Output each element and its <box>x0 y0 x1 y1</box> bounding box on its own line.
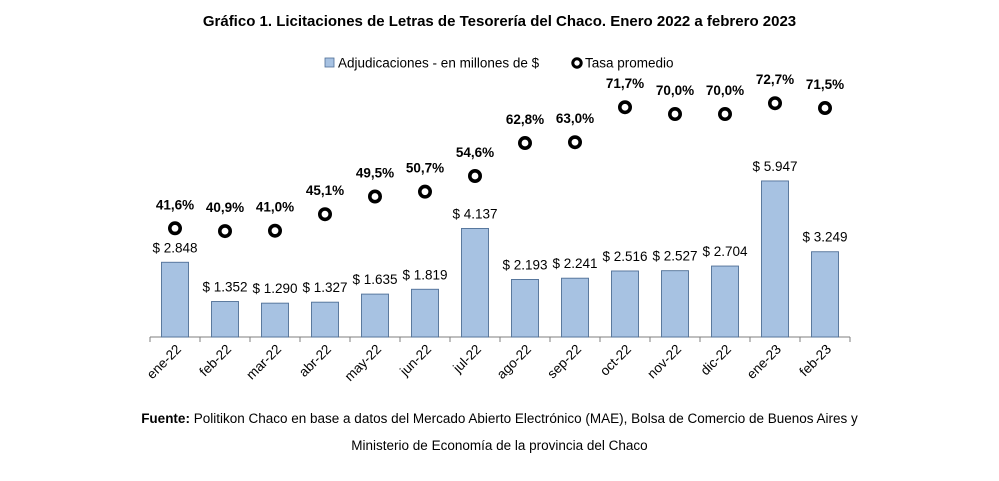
rate-point <box>567 135 582 150</box>
x-tick-label: dic-22 <box>698 342 735 379</box>
bar-value-label: $ 3.249 <box>802 230 847 245</box>
bar <box>711 265 739 338</box>
rate-point <box>667 107 682 122</box>
bar-value-label: $ 1.290 <box>252 281 297 296</box>
bar-value-label: $ 2.704 <box>702 244 748 259</box>
legend-bar-label: Adjudicaciones - en millones de $ <box>338 56 540 71</box>
x-tick-label: abr-22 <box>296 342 334 380</box>
legend-bar-swatch <box>324 57 335 68</box>
x-tick-label: ene-23 <box>744 342 784 382</box>
rate-value-label: 71,5% <box>806 77 844 92</box>
x-tick-label: may-22 <box>342 342 384 384</box>
chart-title: Gráfico 1. Licitaciones de Letras de Tes… <box>203 13 796 30</box>
rate-value-label: 62,8% <box>506 112 544 127</box>
bar-value-label: $ 1.352 <box>202 280 247 295</box>
rate-value-label: 70,0% <box>706 83 744 98</box>
rate-point <box>767 96 782 111</box>
bar-value-label: $ 1.327 <box>302 280 347 295</box>
bar-value-label: $ 1.635 <box>352 272 397 287</box>
rate-value-label: 70,0% <box>656 83 694 98</box>
bar-value-label: $ 4.137 <box>452 206 497 221</box>
x-tick-label: nov-22 <box>644 342 684 382</box>
x-tick-label: jun-22 <box>396 342 434 380</box>
rate-point <box>417 184 432 199</box>
rate-point <box>218 224 233 239</box>
rate-point <box>517 136 532 151</box>
legend-point-marker <box>571 57 583 69</box>
x-tick-label: ene-22 <box>144 342 184 382</box>
bar-value-label: $ 2.848 <box>152 240 197 255</box>
rate-point <box>267 223 282 238</box>
rate-value-label: 50,7% <box>406 161 444 176</box>
x-tick-label: mar-22 <box>243 342 284 383</box>
x-tick-label: feb-23 <box>796 342 834 380</box>
bar <box>561 277 589 338</box>
bar <box>761 180 789 338</box>
bar <box>361 293 389 338</box>
legend: Adjudicaciones - en millones de $ Tasa p… <box>324 56 674 71</box>
bar-value-label: $ 2.527 <box>652 249 697 264</box>
source-note-line-2: Ministerio de Economía de la provincia d… <box>0 436 999 456</box>
rate-value-label: 41,6% <box>156 197 194 212</box>
bar-value-label: $ 5.947 <box>752 159 797 174</box>
rate-value-label: 63,0% <box>556 111 594 126</box>
bar <box>811 251 839 338</box>
bar <box>411 288 439 338</box>
bar-value-label: $ 2.193 <box>502 257 547 272</box>
bar-value-label: $ 2.516 <box>602 249 647 264</box>
bar <box>161 261 189 338</box>
bar <box>461 227 489 338</box>
x-tick-label: oct-22 <box>597 342 634 379</box>
rate-value-label: 54,6% <box>456 145 494 160</box>
legend-point-label: Tasa promedio <box>585 56 674 71</box>
rate-value-label: 40,9% <box>206 200 244 215</box>
bar <box>261 302 289 338</box>
rate-value-label: 45,1% <box>306 183 344 198</box>
x-tick-label: ago-22 <box>494 342 534 382</box>
bar-value-label: $ 2.241 <box>552 256 597 271</box>
rate-value-label: 41,0% <box>256 200 294 215</box>
bar <box>661 270 689 338</box>
rate-value-label: 49,5% <box>356 166 394 181</box>
rate-point <box>168 221 183 236</box>
bar <box>611 270 639 338</box>
bar-value-label: $ 1.819 <box>402 267 447 282</box>
plot-area: $ 2.848 41,6% ene-22 $ 1.352 40,9% feb-22 $ 1.… <box>144 72 851 384</box>
rate-point <box>817 101 832 116</box>
x-tick-label: sep-22 <box>544 342 584 382</box>
rate-point <box>367 189 382 204</box>
bar <box>211 301 239 338</box>
rate-value-label: 71,7% <box>606 76 644 91</box>
source-label: Fuente: <box>141 411 190 426</box>
bar <box>311 301 339 338</box>
source-note: Fuente: Politikon Chaco en base a datos … <box>0 409 999 429</box>
rate-value-label: 72,7% <box>756 72 794 87</box>
source-line-2: Ministerio de Economía de la provincia d… <box>351 438 648 453</box>
bar <box>511 279 539 338</box>
source-line-1: Politikon Chaco en base a datos del Merc… <box>193 411 858 426</box>
x-tick-label: feb-22 <box>196 342 234 380</box>
x-tick-label: jul-22 <box>449 342 484 377</box>
rate-point <box>617 100 632 115</box>
rate-point <box>467 168 482 183</box>
rate-point <box>317 207 332 222</box>
rate-point <box>717 107 732 122</box>
